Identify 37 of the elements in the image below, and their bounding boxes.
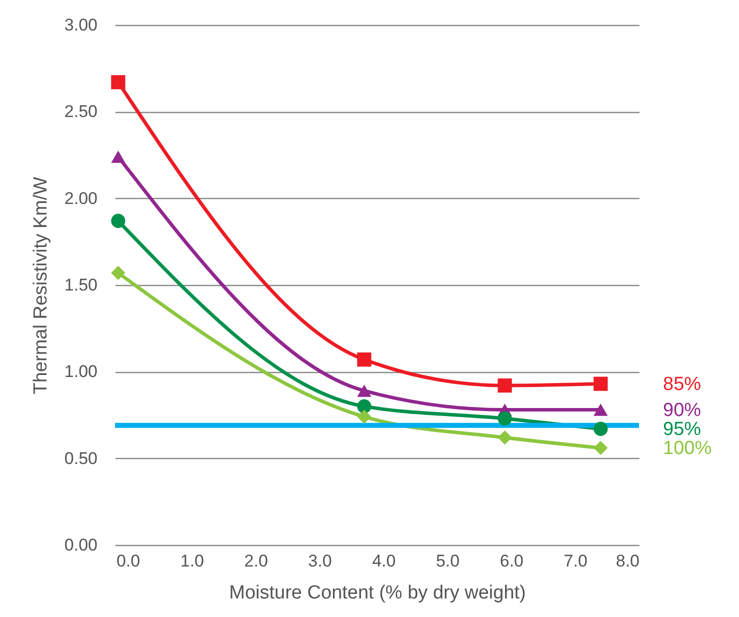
- y-tick-label: 2.00: [64, 188, 98, 208]
- point: [111, 150, 126, 163]
- point: [594, 376, 608, 391]
- y-tick-label: 0.00: [64, 536, 98, 554]
- x-tick-label: 8.0: [616, 552, 640, 570]
- x-tick-label: 0.0: [116, 552, 140, 570]
- x-tick-label: 7.0: [564, 552, 588, 570]
- y-axis-title: Thermal Resistivity Km/W: [30, 176, 52, 394]
- x-tick-label: 3.0: [308, 552, 332, 570]
- point: [357, 352, 372, 367]
- text: 95%: [663, 418, 702, 440]
- point: [357, 410, 372, 424]
- text: 100%: [663, 438, 712, 459]
- point: [498, 378, 512, 393]
- point: [357, 384, 372, 397]
- x-tick-label: 2.0: [244, 552, 268, 570]
- point: [111, 214, 126, 228]
- x-axis-title: Moisture Content (% by dry weight): [229, 582, 526, 604]
- point: [498, 411, 512, 426]
- y-tick-label: 3.00: [64, 16, 98, 34]
- text: 85%: [663, 374, 702, 395]
- point: [594, 440, 608, 456]
- y-tick-label: 1.50: [64, 276, 98, 294]
- x-tick-label: 5.0: [436, 552, 460, 570]
- point: [111, 266, 126, 280]
- x-tick-label: 4.0: [372, 552, 396, 570]
- text: 90%: [663, 400, 702, 421]
- point: [111, 75, 126, 90]
- y-tick-label: 0.50: [64, 448, 98, 468]
- point: [594, 404, 608, 416]
- x-tick-label: 1.0: [180, 552, 204, 570]
- y-tick-label: 2.50: [64, 102, 98, 122]
- point: [594, 422, 608, 436]
- point: [498, 430, 512, 445]
- point: [357, 399, 372, 414]
- y-tick-label: 1.00: [64, 362, 98, 382]
- x-tick-label: 6.0: [500, 552, 524, 570]
